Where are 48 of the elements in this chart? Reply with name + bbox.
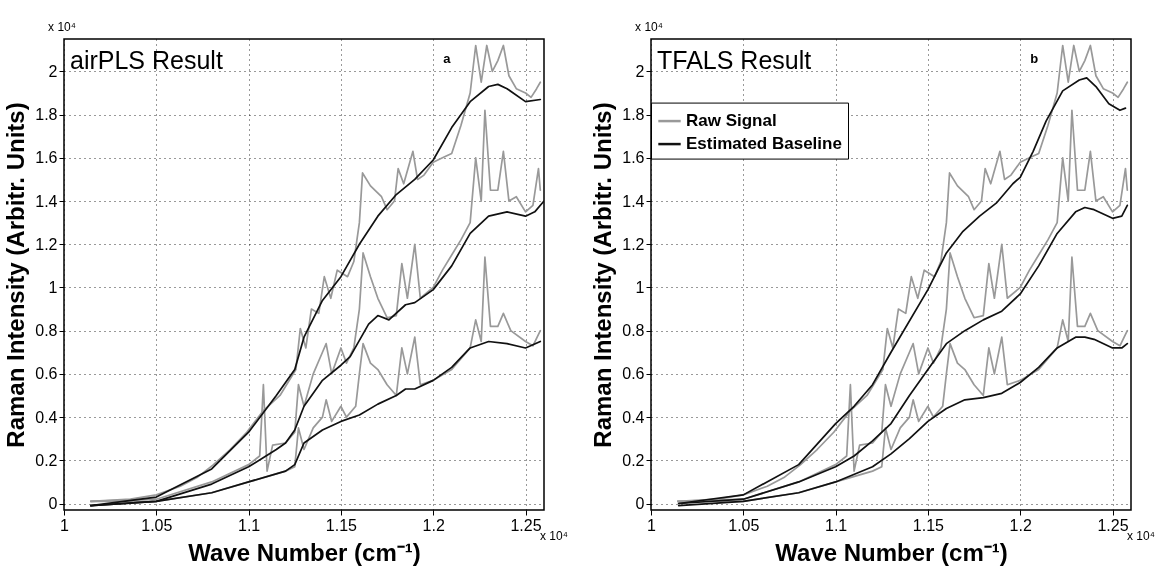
x-axis-title: Wave Number (cm⁻¹) <box>188 538 421 566</box>
y-axis-title: Raman Intensity (Arbitr. Units) <box>589 102 617 448</box>
y-tick-label: 1.2 <box>622 235 645 253</box>
y-tick-label: 0.8 <box>622 322 645 340</box>
y-tick-label: 0 <box>635 495 645 513</box>
x-tick-label: 1.05 <box>728 516 760 534</box>
x-tick-label: 1.1 <box>237 516 261 534</box>
y-tick-label: 1.6 <box>35 149 58 167</box>
legend-label: Raw Signal <box>686 111 777 131</box>
y-tick-label: 2 <box>635 62 645 80</box>
y-tick-label: 2 <box>48 62 58 80</box>
y-tick-label: 0 <box>48 495 58 513</box>
chart-title: TFALS Result <box>657 46 812 74</box>
text: x 10⁴ <box>635 20 663 34</box>
y-tick-label: 1.6 <box>622 149 645 167</box>
text: x 10⁴ <box>540 529 568 543</box>
y-tick-label: 0.8 <box>35 322 58 340</box>
x-tick-label: 1.2 <box>422 516 445 534</box>
annotation: a <box>443 51 452 66</box>
y-tick-label: 1.4 <box>622 192 645 210</box>
y-axis-title: Raman Intensity (Arbitr. Units) <box>2 102 30 448</box>
x-tick-label: 1.25 <box>510 516 542 534</box>
y-tick-label: 1 <box>48 278 58 296</box>
chart-title: airPLS Result <box>70 46 223 74</box>
x-tick-label: 1 <box>60 516 70 534</box>
y-tick-label: 0.2 <box>35 451 58 469</box>
y-tick-label: 1.4 <box>35 192 58 210</box>
y-tick-label: 0.4 <box>35 408 58 426</box>
x-tick-label: 1.05 <box>141 516 173 534</box>
y-tick-label: 1 <box>635 278 645 296</box>
text: x 10⁴ <box>48 20 76 34</box>
y-tick-label: 1.8 <box>35 106 58 124</box>
annotation: b <box>1030 51 1039 66</box>
y-tick-label: 0.6 <box>622 365 645 383</box>
legend-label: Estimated Baseline <box>686 134 842 154</box>
x-tick-label: 1.25 <box>1097 516 1129 534</box>
y-tick-label: 0.6 <box>35 365 58 383</box>
y-tick-label: 0.4 <box>622 408 645 426</box>
x-tick-label: 1.2 <box>1009 516 1032 534</box>
x-axis-title: Wave Number (cm⁻¹) <box>775 538 1008 566</box>
y-tick-label: 1.8 <box>622 106 645 124</box>
y-tick-label: 0.2 <box>622 451 645 469</box>
y-tick-label: 1.2 <box>35 235 58 253</box>
x-tick-label: 1.15 <box>912 516 945 534</box>
x-tick-label: 1 <box>647 516 657 534</box>
x-tick-label: 1.1 <box>824 516 848 534</box>
x-tick-label: 1.15 <box>325 516 358 534</box>
text: x 10⁴ <box>1127 529 1155 543</box>
